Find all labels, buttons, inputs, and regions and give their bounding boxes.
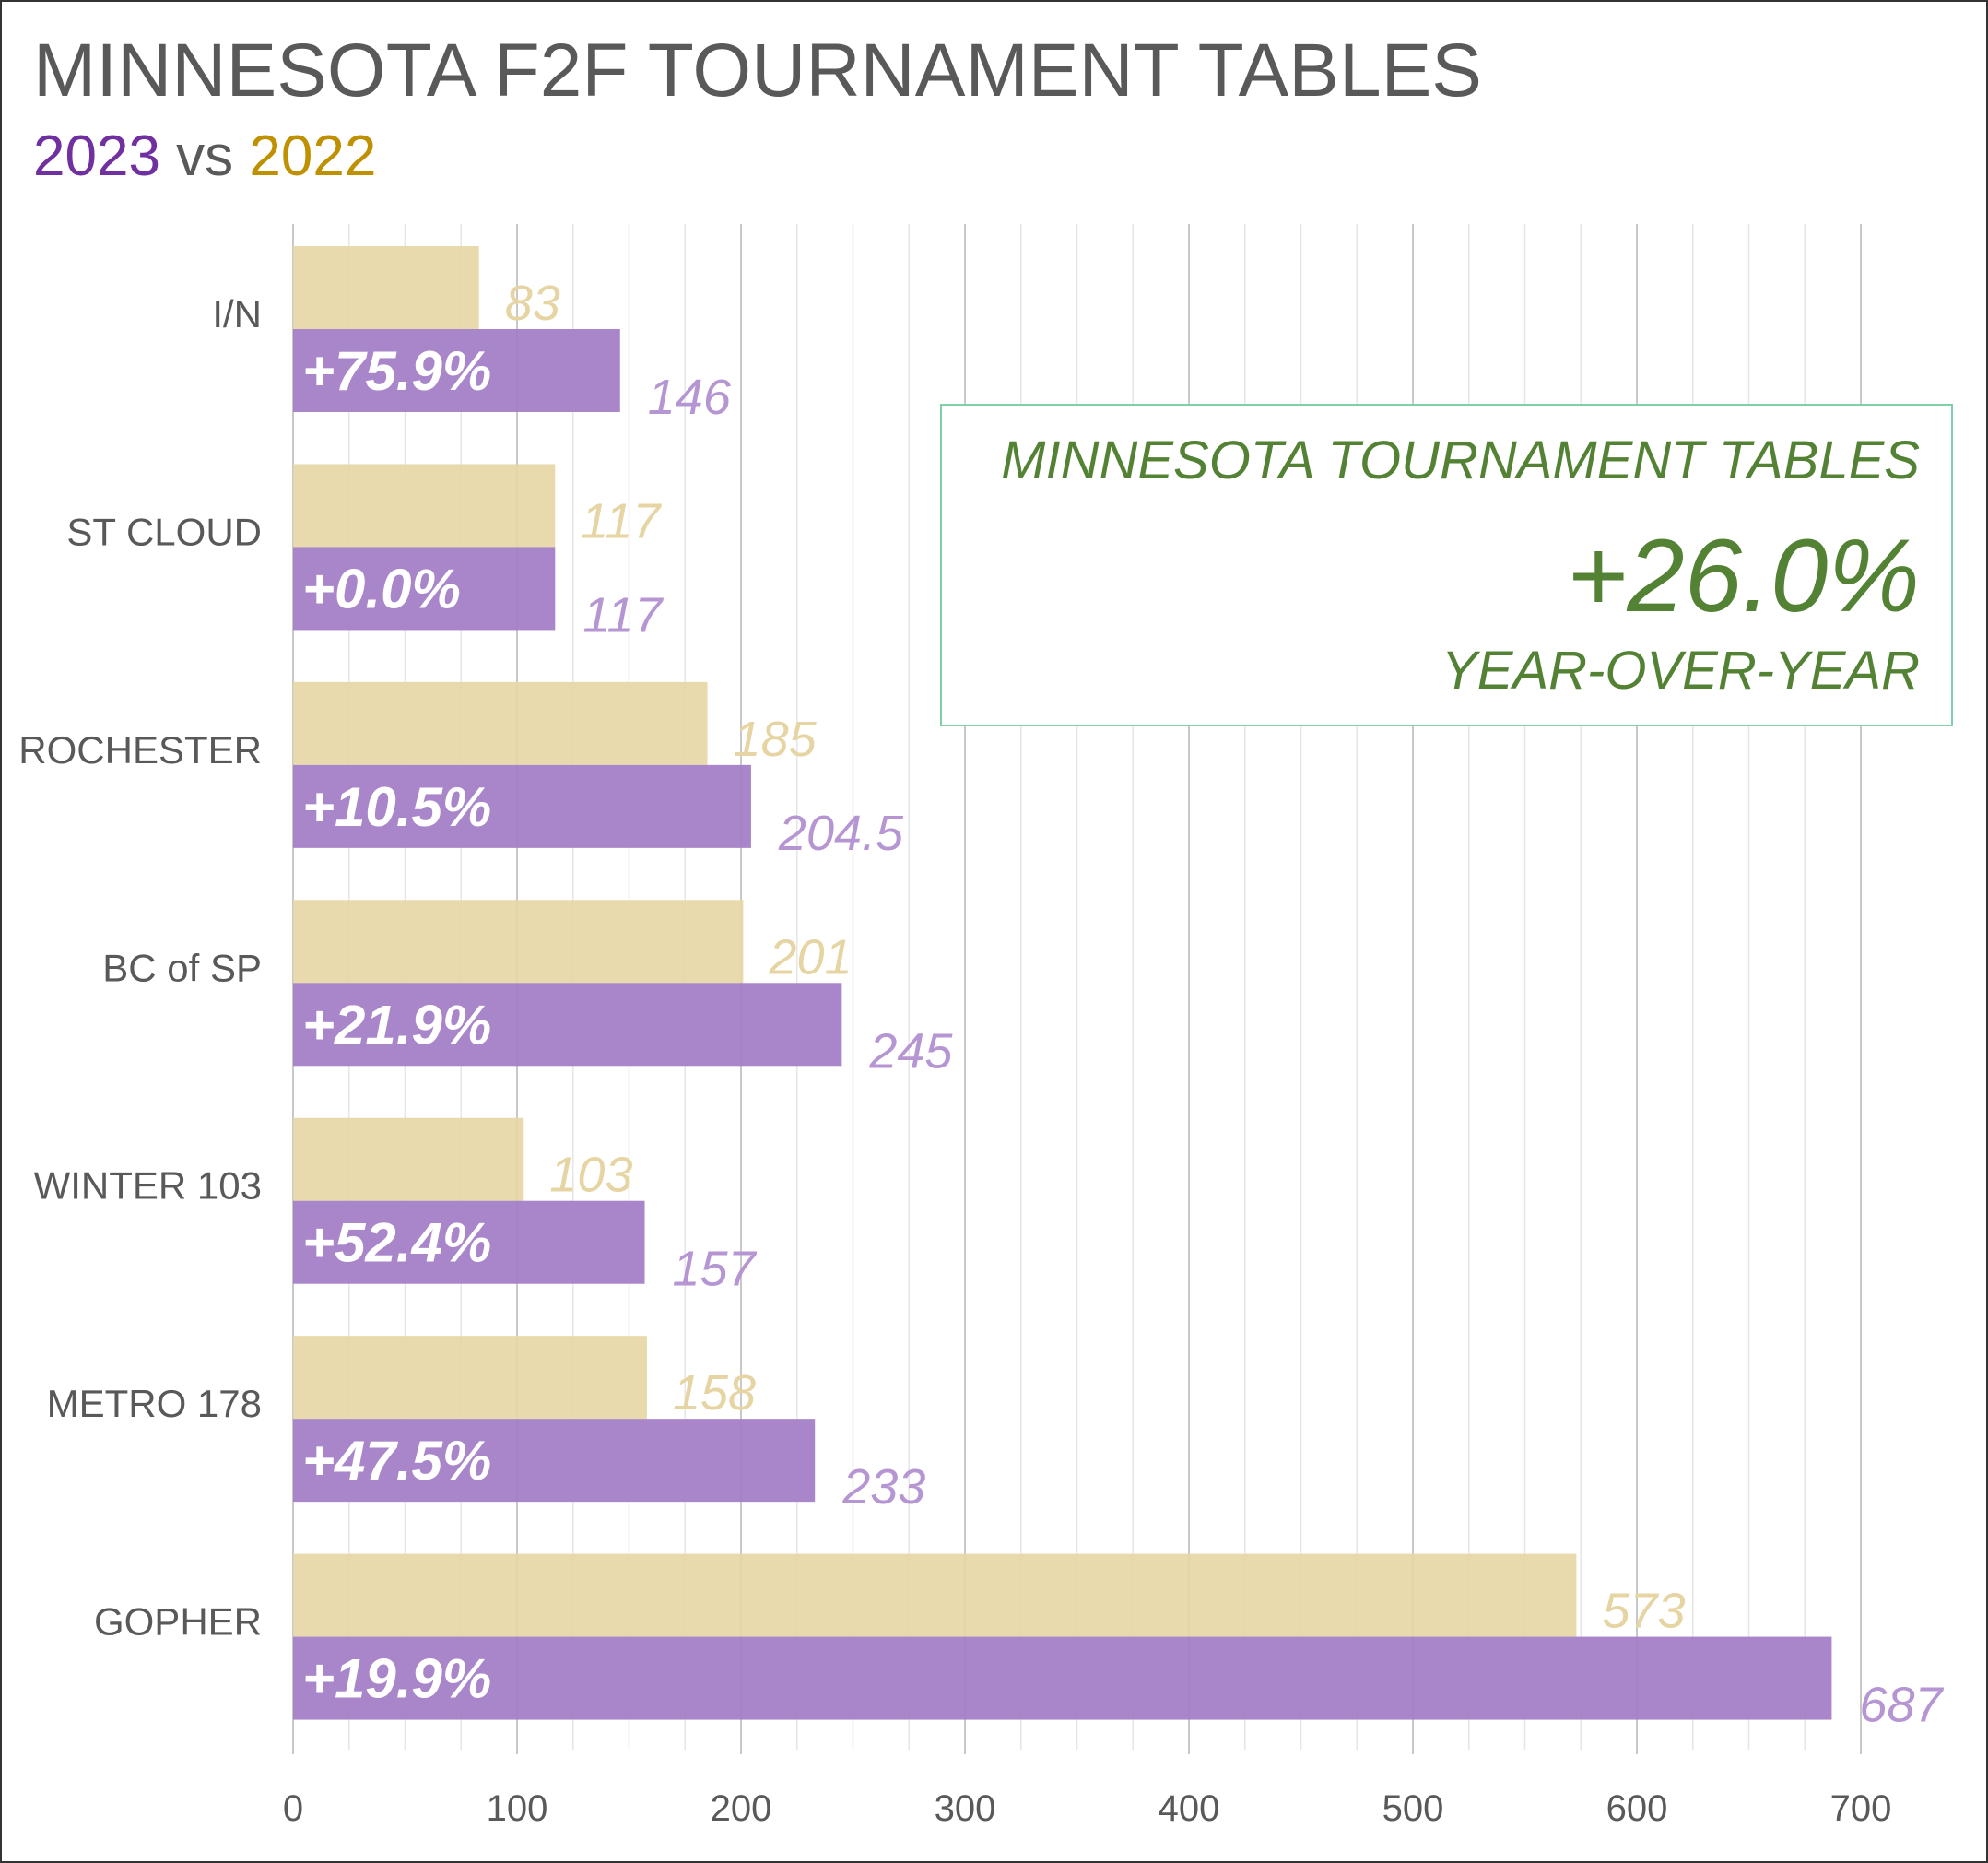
bar-2022 xyxy=(293,1117,524,1201)
x-tick-label: 0 xyxy=(283,1788,303,1829)
bar-2023 xyxy=(293,1200,645,1284)
x-tick-label: 100 xyxy=(487,1788,548,1829)
value-label-2023: 233 xyxy=(841,1459,925,1515)
value-label-2023: 245 xyxy=(868,1023,953,1079)
bar-2022 xyxy=(293,1553,1577,1637)
change-label: +75.9% xyxy=(302,340,491,402)
category-labels: I/N ST CLOUD ROCHESTER BC of SP WINTER 103 ME… xyxy=(18,292,262,1644)
summary-callout: MINNESOTA TOURNAMENT TABLES +26.0% YEAR-… xyxy=(940,404,1953,726)
x-tick-label: 200 xyxy=(711,1788,772,1829)
value-label-2022: 117 xyxy=(581,493,662,548)
category-label: METRO 178 xyxy=(47,1382,262,1425)
change-label: +21.9% xyxy=(302,994,491,1055)
value-label-2023: 157 xyxy=(673,1242,758,1297)
subtitle-year-2022: 2022 xyxy=(249,124,377,188)
category-label: ST CLOUD xyxy=(66,510,262,553)
bar-2022 xyxy=(293,464,556,548)
category-label: BC of SP xyxy=(102,946,262,989)
value-label-2023: 204.5 xyxy=(778,806,904,861)
change-label: +47.5% xyxy=(302,1430,491,1492)
bar-2023 xyxy=(293,1419,816,1503)
value-label-2023: 117 xyxy=(582,587,664,643)
change-label: +52.4% xyxy=(302,1212,491,1274)
bar-2022 xyxy=(293,1336,647,1420)
x-axis-tick-labels: 0 100 200 300 400 500 600 700 xyxy=(283,1788,1892,1829)
value-label-2022: 185 xyxy=(734,712,818,767)
category-label: WINTER 103 xyxy=(34,1164,262,1208)
change-label: +0.0% xyxy=(302,558,461,619)
x-tick-label: 300 xyxy=(935,1788,996,1829)
bar-2023 xyxy=(293,983,842,1067)
value-label-2022: 573 xyxy=(1602,1584,1685,1639)
value-label-2022: 83 xyxy=(505,276,560,331)
bars xyxy=(293,246,1832,1720)
x-tick-label: 700 xyxy=(1830,1788,1892,1829)
category-label: ROCHESTER xyxy=(18,728,262,772)
summary-value: +26.0% xyxy=(1567,518,1920,633)
value-labels: 83 146 +75.9% 117 117 +0.0% 185 204.5 +10.5% 201 2… xyxy=(302,276,1944,1733)
value-label-2022: 201 xyxy=(768,929,852,985)
x-tick-label: 600 xyxy=(1606,1788,1668,1829)
bar-2022 xyxy=(293,900,744,984)
bar-2022 xyxy=(293,246,479,329)
change-label: +19.9% xyxy=(302,1648,491,1710)
chart-subtitle: 2023 vs 2022 xyxy=(33,124,376,189)
bar-2023 xyxy=(293,547,556,631)
x-tick-label: 500 xyxy=(1382,1788,1444,1829)
bar-2022 xyxy=(293,681,708,765)
category-label: GOPHER xyxy=(94,1600,262,1644)
value-label-2022: 103 xyxy=(549,1148,632,1203)
chart-title: MINNESOTA F2F TOURNAMENT TABLES xyxy=(33,29,1482,112)
summary-caption: YEAR-OVER-YEAR xyxy=(1441,641,1920,701)
value-label-2023: 146 xyxy=(648,370,732,425)
value-label-2023: 687 xyxy=(1859,1678,1944,1733)
category-label: I/N xyxy=(212,292,262,336)
bar-2023 xyxy=(293,329,620,412)
summary-title: MINNESOTA TOURNAMENT TABLES xyxy=(1001,430,1920,490)
subtitle-vs: vs xyxy=(176,124,234,188)
x-tick-label: 400 xyxy=(1159,1788,1220,1829)
subtitle-year-2023: 2023 xyxy=(33,124,160,188)
change-label: +10.5% xyxy=(302,776,491,838)
bar-2023 xyxy=(293,764,751,848)
value-label-2022: 158 xyxy=(673,1365,756,1421)
bar-2023 xyxy=(293,1636,1832,1720)
